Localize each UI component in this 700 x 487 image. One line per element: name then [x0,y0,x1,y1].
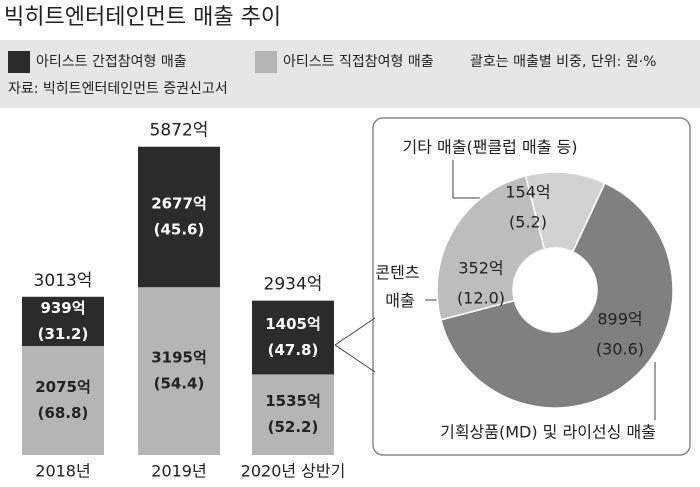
bar-segment [252,300,334,375]
bar-segment [252,374,334,455]
x-tick-label: 2020년 상반기 [241,462,346,481]
legend-swatch [8,51,30,73]
value-label: 1535억 [265,392,321,410]
value-label: 939억 [40,299,85,317]
slice-label-line: 매출 [385,291,414,310]
x-tick-label: 2019년 [151,462,206,481]
slice-label: 기획상품(MD) 및 라이선싱 매출 [440,423,656,442]
donut-slice [439,182,674,409]
value-label: 352억 [458,259,503,278]
total-label: 3013억 [34,271,93,291]
value-label: 1405억 [265,315,321,333]
legend-label: 아티스트 간접참여형 매출 [36,54,187,70]
legend-label: 아티스트 직접참여형 매출 [283,54,434,70]
share-label: (12.0) [457,289,505,308]
slice-label: 기타 매출(팬클럽 매출 등) [403,138,578,157]
note: 괄호는 매출별 비중, 단위: 원·% [470,54,656,70]
share-label: (5.2) [509,213,547,232]
donut-slice [436,174,546,321]
share-label: (68.8) [38,404,89,422]
inset-box [372,117,691,456]
value-label: 3195억 [151,349,207,367]
value-label: 899억 [597,310,642,329]
total-label: 5872억 [150,121,209,141]
value-label: 2075억 [35,378,91,396]
chart-title: 빅히트엔터테인먼트 매출 추이 [4,5,281,30]
bar-segment [22,296,104,347]
x-tick-label: 2018년 [35,462,90,481]
source: 자료: 빅히트엔터테인먼트 증권신고서 [8,81,228,97]
share-label: (54.4) [154,375,205,393]
donut-slice [524,171,606,253]
value-label: 2677억 [151,194,207,212]
share-label: (31.2) [38,325,89,343]
share-label: (45.6) [154,220,205,238]
legend-band [0,40,700,108]
slice-label: 콘텐츠 매출 [375,263,424,310]
legend-swatch [255,51,277,73]
slice-label-line: 콘텐츠 [375,263,424,282]
bar-segment [22,346,104,455]
share-label: (52.2) [268,418,319,436]
bar-segment [138,287,220,455]
connector [334,317,376,346]
value-label: 154억 [505,183,550,202]
connector [334,344,376,373]
bar-segment [138,146,220,288]
total-label: 2934억 [264,275,323,295]
share-label: (30.6) [596,340,644,359]
share-label: (47.8) [268,341,319,359]
